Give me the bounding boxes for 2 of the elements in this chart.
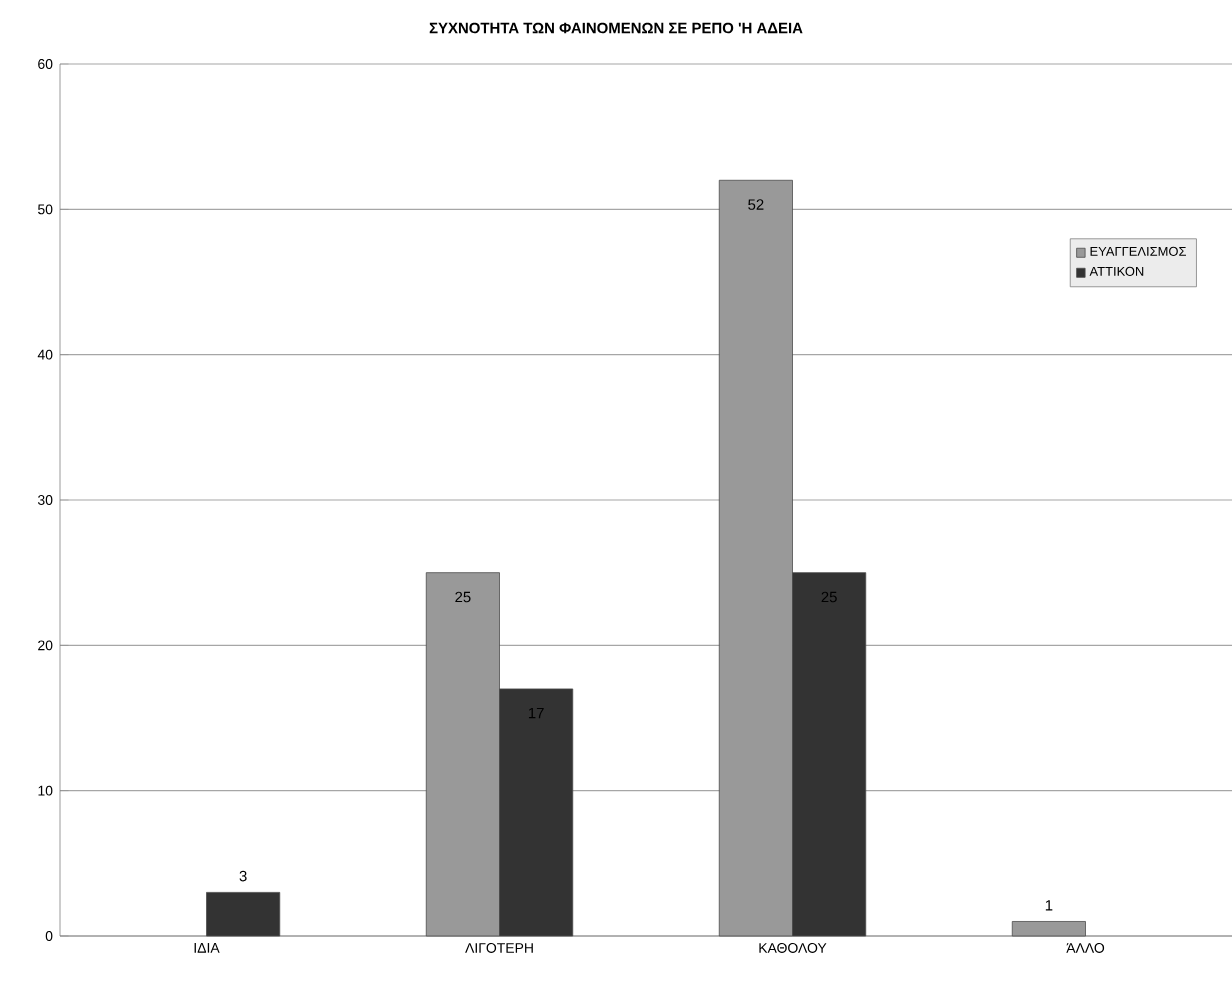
- bar: [206, 892, 281, 937]
- bar: [1011, 921, 1086, 937]
